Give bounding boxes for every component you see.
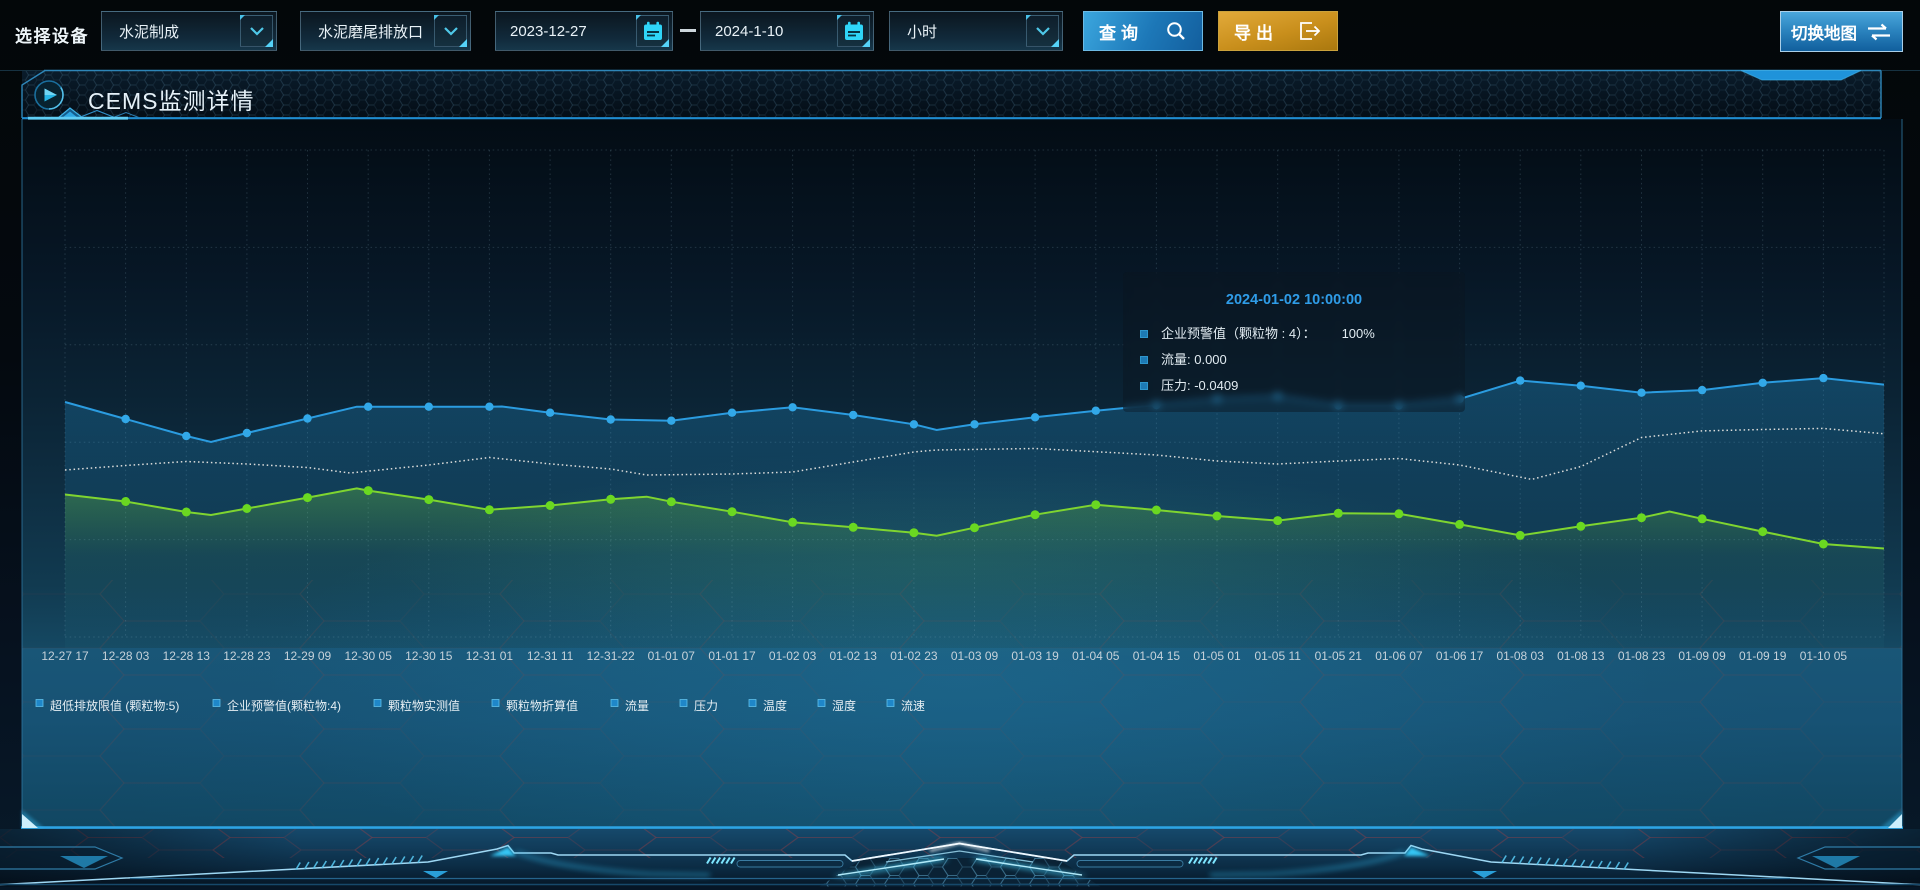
svg-text:01-05 01: 01-05 01 xyxy=(1193,649,1241,663)
svg-text:12-28 13: 12-28 13 xyxy=(163,649,211,663)
svg-text:01-02 03: 01-02 03 xyxy=(769,649,817,663)
svg-text:01-05 21: 01-05 21 xyxy=(1315,649,1363,663)
svg-text:流量: 流量 xyxy=(625,699,649,713)
svg-text:01-01 07: 01-01 07 xyxy=(648,649,696,663)
svg-text:流速: 流速 xyxy=(901,699,925,713)
svg-text:12-31-22: 12-31-22 xyxy=(587,649,635,663)
svg-text:超低排放限值 (颗粒物:5): 超低排放限值 (颗粒物:5) xyxy=(50,698,179,713)
svg-text:12-28 03: 12-28 03 xyxy=(102,649,150,663)
svg-text:12-28 23: 12-28 23 xyxy=(223,649,271,663)
svg-text:湿度: 湿度 xyxy=(832,698,856,713)
svg-text:企业预警值(颗粒物:4): 企业预警值(颗粒物:4) xyxy=(227,698,341,713)
svg-text:压力: 压力 xyxy=(694,699,718,713)
svg-text:12-31 01: 12-31 01 xyxy=(466,649,514,663)
svg-text:01-02 23: 01-02 23 xyxy=(890,649,938,663)
svg-text:01-09 19: 01-09 19 xyxy=(1739,649,1787,663)
svg-text:12-27 17: 12-27 17 xyxy=(41,649,89,663)
svg-text:01-03 19: 01-03 19 xyxy=(1011,649,1059,663)
svg-text:12-31 11: 12-31 11 xyxy=(527,649,574,663)
svg-text:01-08 13: 01-08 13 xyxy=(1557,649,1605,663)
svg-text:颗粒物折算值: 颗粒物折算值 xyxy=(506,698,578,713)
svg-text:01-10 05: 01-10 05 xyxy=(1800,649,1848,663)
svg-text:12-30 15: 12-30 15 xyxy=(405,649,453,663)
svg-text:01-08 23: 01-08 23 xyxy=(1618,649,1666,663)
svg-text:01-06 07: 01-06 07 xyxy=(1375,649,1423,663)
svg-text:01-03 09: 01-03 09 xyxy=(951,649,999,663)
svg-text:01-05 11: 01-05 11 xyxy=(1254,649,1301,663)
svg-text:01-09 09: 01-09 09 xyxy=(1678,649,1726,663)
svg-text:01-04 15: 01-04 15 xyxy=(1133,649,1181,663)
svg-text:01-08 03: 01-08 03 xyxy=(1497,649,1545,663)
svg-text:颗粒物实测值: 颗粒物实测值 xyxy=(388,698,460,713)
svg-text:01-01 17: 01-01 17 xyxy=(708,649,756,663)
svg-text:01-02 13: 01-02 13 xyxy=(830,649,878,663)
svg-text:01-06 17: 01-06 17 xyxy=(1436,649,1484,663)
svg-text:01-04 05: 01-04 05 xyxy=(1072,649,1120,663)
svg-text:12-30 05: 12-30 05 xyxy=(345,649,393,663)
svg-text:温度: 温度 xyxy=(763,698,787,713)
svg-text:12-29 09: 12-29 09 xyxy=(284,649,332,663)
